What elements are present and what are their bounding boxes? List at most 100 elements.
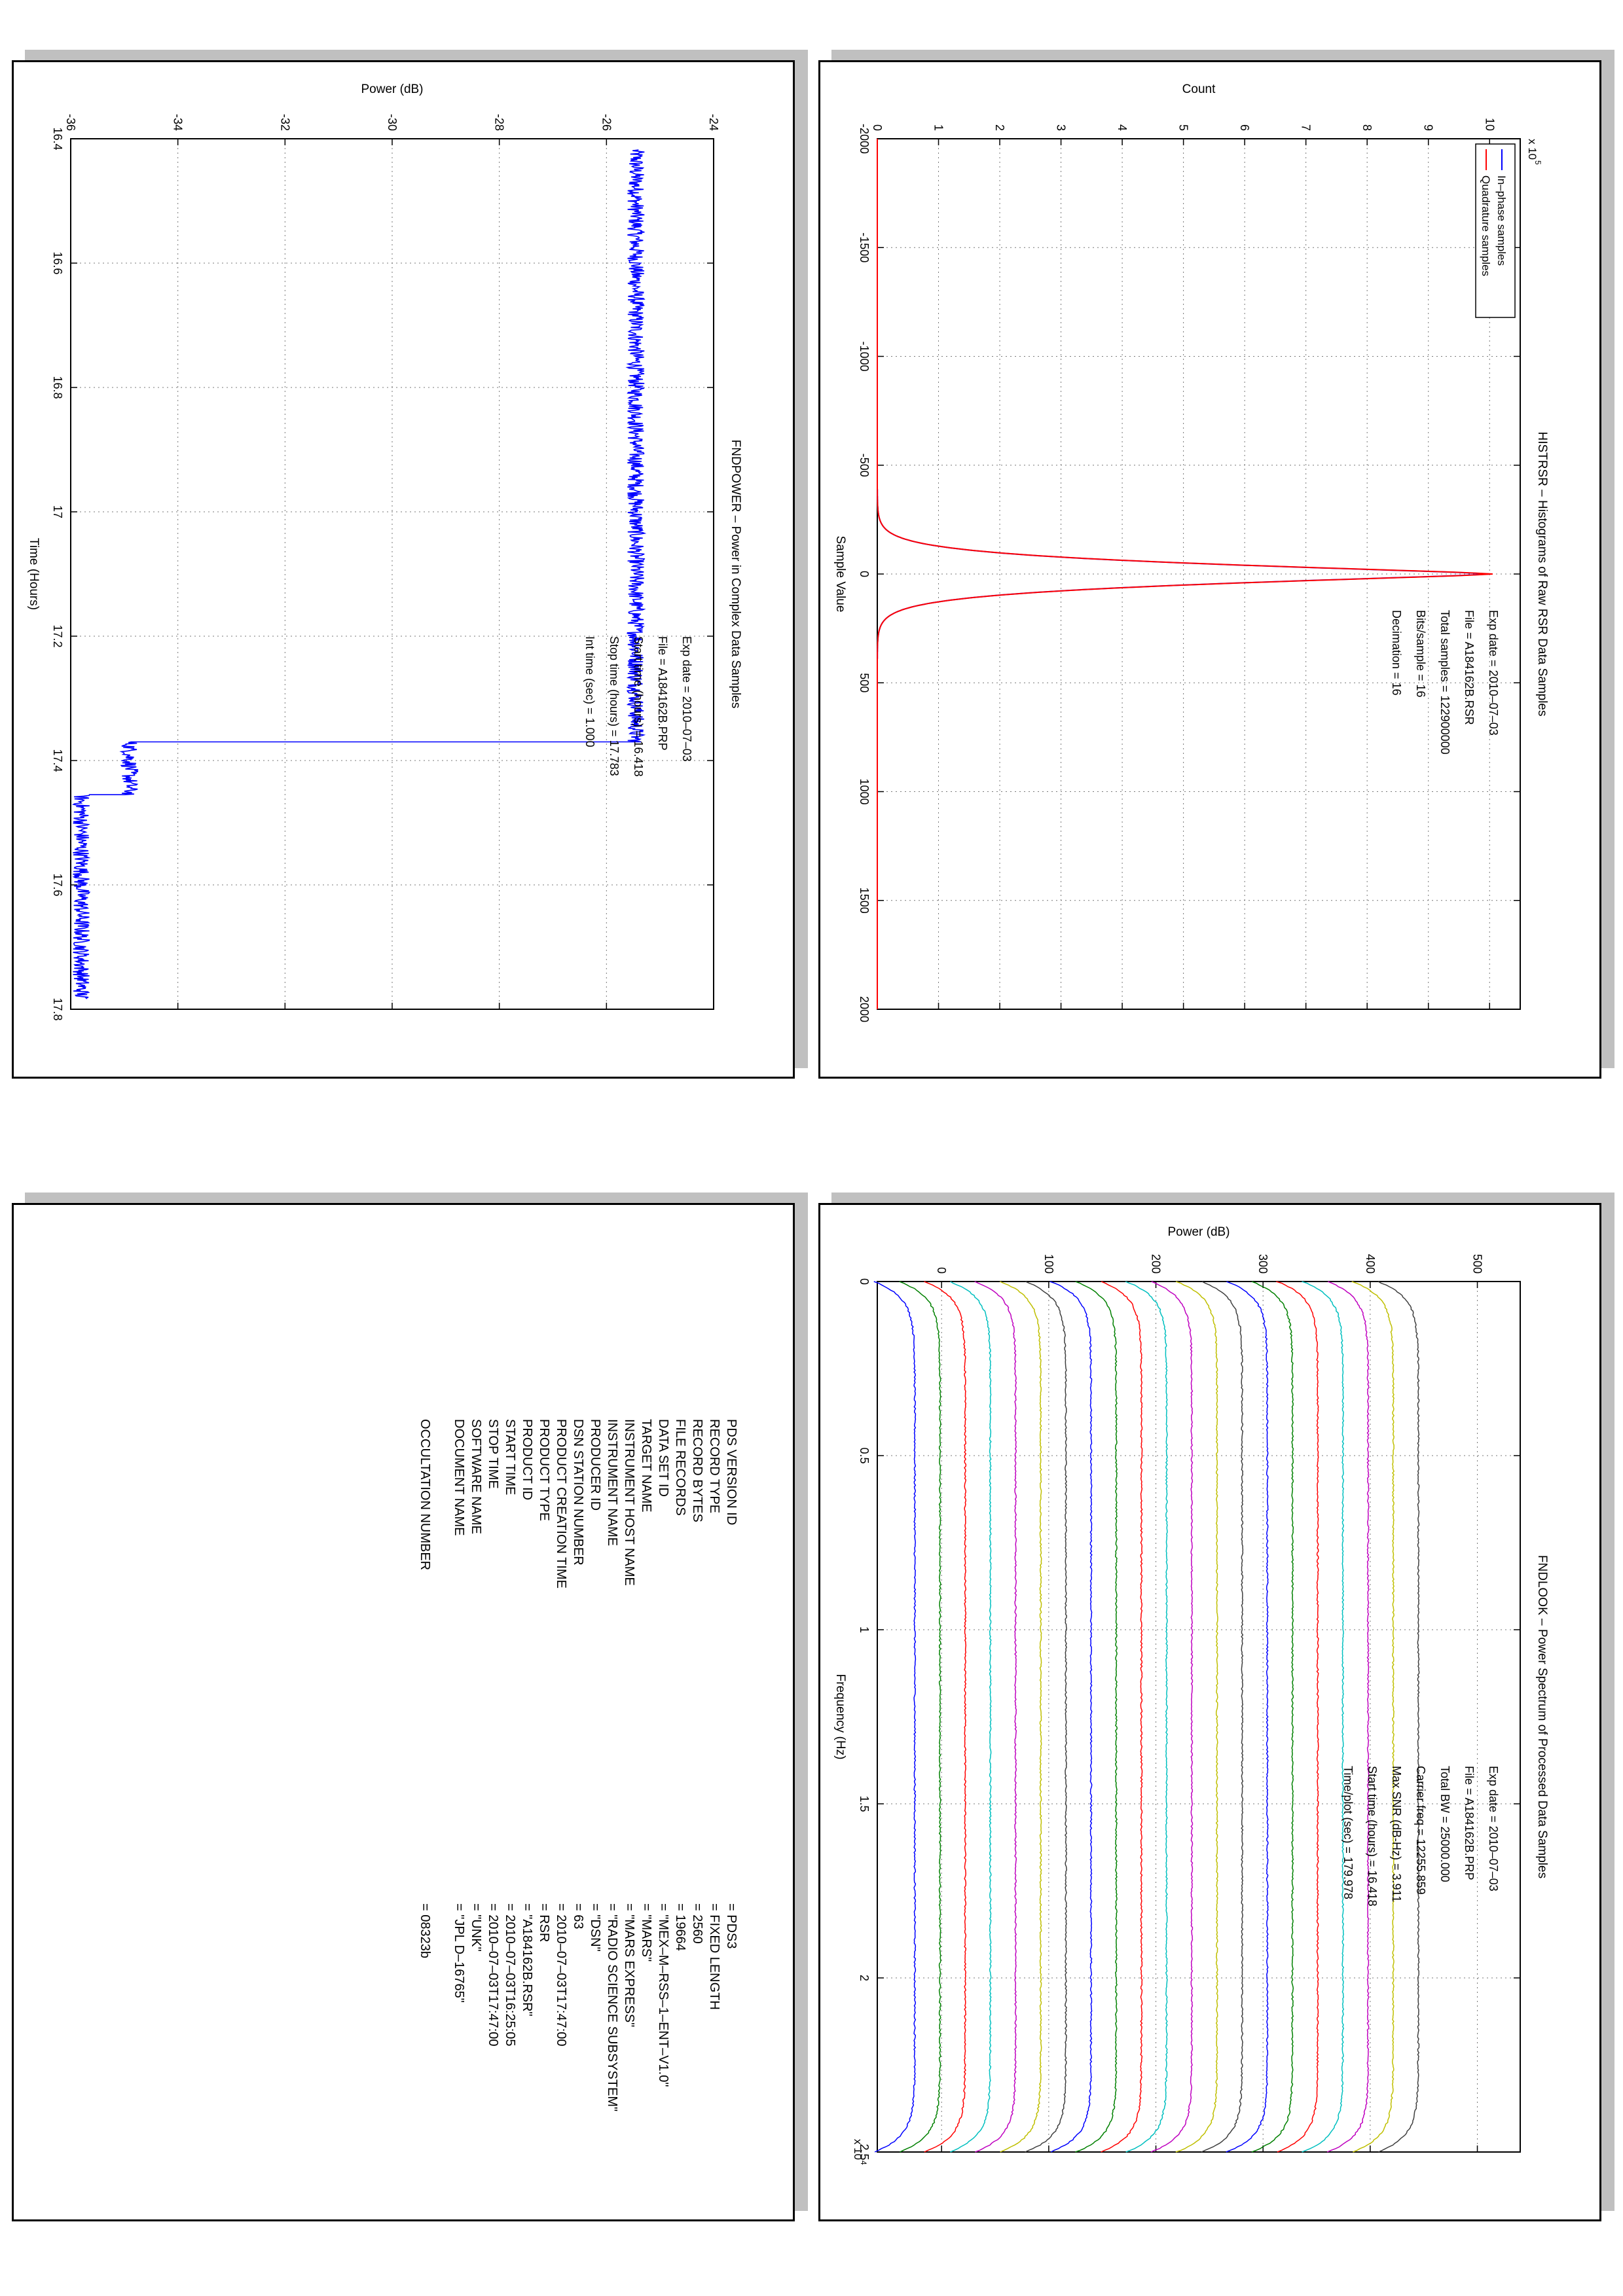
label-row: DOCUMENT NAME = "JPL D–16765" (449, 1419, 466, 2204)
label-row: DATA SET ID = "MEX–M–RSS–1–ENT–V1.0" (653, 1419, 670, 2204)
spectrum-series-17 (1276, 1281, 1319, 2153)
x-tick-label: -2000 (858, 124, 871, 154)
label-value: = RSR (537, 1903, 551, 1943)
histrsr-figure: HISTRSR – Histograms of Raw RSR Data Sam… (818, 60, 1597, 1075)
x-tick-label: 0.5 (858, 1447, 871, 1463)
annotation-line: Stop time (hours) = 17.783 (608, 636, 621, 776)
label-key: DATA SET ID (656, 1419, 670, 1497)
spectrum-series-15 (1226, 1281, 1269, 2153)
y-tick-label: -36 (64, 114, 77, 131)
label-key: DOCUMENT NAME (452, 1419, 466, 1536)
y-tick-label: 3 (1055, 124, 1068, 131)
label-row: STOP TIME = 2010–07–03T17:47:00 (483, 1419, 500, 2204)
y-axis-label: Power (dB) (1167, 1225, 1230, 1239)
label-value: = "MARS" (639, 1903, 653, 1962)
label-key: SOFTWARE NAME (469, 1419, 483, 1534)
annotation-line: Start time (hours) = 16.418 (1366, 1766, 1379, 1907)
y-tick-label: 0 (871, 124, 884, 131)
label-key: FILE RECORDS (673, 1419, 687, 1516)
x-tick-label: 2.5 (858, 2144, 871, 2160)
label-row: TARGET NAME = "MARS" (636, 1419, 653, 2204)
label-row: PRODUCT CREATION TIME = 2010–07–03T17:47:… (551, 1419, 568, 2204)
y-tick-label: 7 (1300, 124, 1313, 131)
label-value: = 2010–07–03T17:47:00 (554, 1903, 568, 2047)
y-tick-label: -30 (386, 114, 399, 131)
x-tick-label: 2000 (858, 996, 871, 1022)
annotation-line: Exp date = 2010–07–03 (1487, 1766, 1500, 1892)
y-tick-label: -24 (707, 114, 720, 131)
label-value: = "MEX–M–RSS–1–ENT–V1.0" (656, 1903, 670, 2087)
label-key: PRODUCT TYPE (537, 1419, 551, 1521)
x-tick-label: 17 (51, 505, 64, 518)
spectrum-series-20 (1351, 1281, 1395, 2153)
label-key: INSTRUMENT HOST NAME (622, 1419, 636, 1586)
label-value: = 2560 (690, 1903, 704, 1944)
legend-label: In–phase samples (1495, 175, 1508, 266)
label-row: INSTRUMENT HOST NAME = "MARS EXPRESS" (619, 1419, 636, 2204)
x-tick-label: 17.6 (51, 873, 64, 896)
annotation-line: File = A184162B.PRP (656, 636, 669, 751)
annotation-line: Bits/sample = 16 (1414, 610, 1427, 698)
annotation-line: Exp date = 2010–07–03 (1487, 610, 1500, 736)
label-panel (12, 1203, 795, 2221)
plot-frame (877, 138, 1521, 1010)
label-key: STOP TIME (486, 1419, 500, 1489)
label-row: FILE RECORDS = 19664 (670, 1419, 687, 2204)
x-tick-label: 0 (858, 1278, 871, 1285)
label-row: PRODUCER ID = "DSN" (585, 1419, 602, 2204)
x-tick-label: 17.2 (51, 624, 64, 647)
spectrum-series-19 (1326, 1281, 1370, 2153)
label-value: = 2010–07–03T17:47:00 (486, 1903, 500, 2047)
spectrum-series-9 (1075, 1281, 1118, 2153)
y-tick-label: 400 (1364, 1254, 1377, 1274)
pds-label-table: PDS VERSION ID = PDS3 RECORD TYPE = FIXED L… (51, 1419, 739, 2204)
spectrum-series-4 (950, 1281, 992, 2153)
y-tick-label: 4 (1116, 124, 1129, 131)
histrsr-panel (818, 60, 1601, 1079)
spectrum-series-16 (1251, 1281, 1294, 2153)
y-tick-label: 300 (1256, 1254, 1269, 1274)
annotation-line: Time/plot (sec) = 179.978 (1341, 1766, 1355, 1899)
x-tick-label: -1500 (858, 232, 871, 262)
y-tick-label: 10 (1483, 118, 1496, 131)
label-row: RECORD TYPE = FIXED LENGTH (704, 1419, 721, 2204)
label-row: DSN STATION NUMBER = 63 (568, 1419, 585, 2204)
histrsr-chart: HISTRSR – Histograms of Raw RSR Data Sam… (833, 82, 1549, 1022)
fndpower-panel (12, 60, 795, 1079)
y-tick-label: 2 (993, 124, 1006, 131)
label-value: = 2010–07–03T16:25:05 (503, 1903, 517, 2047)
label-row (432, 1419, 449, 2204)
spectrum-series-6 (999, 1281, 1042, 2153)
label-key: OCCULTATION NUMBER (418, 1419, 432, 1571)
y-tick-label: 1 (932, 124, 945, 131)
legend-label: Quadrature samples (1480, 175, 1492, 276)
fndlook-figure: FNDLOOK – Power Spectrum of Processed Da… (818, 1203, 1597, 2217)
y-exponent-label: x 10 (1526, 139, 1539, 160)
annotation-line: Total BW = 25000.000 (1438, 1766, 1451, 1882)
y-tick-label: -34 (172, 114, 185, 131)
label-key: TARGET NAME (639, 1419, 653, 1513)
annotation-line: File = A184162B.RSR (1463, 610, 1476, 725)
x-tick-label: 0 (858, 571, 871, 577)
label-key: RECORD TYPE (707, 1419, 721, 1514)
annotation-line: Start time (hours) = 16.418 (632, 636, 645, 777)
label-value: = "MARS EXPRESS" (622, 1903, 636, 2028)
fndpower-chart: FNDPOWER – Power in Complex Data Samples… (27, 82, 742, 1021)
label-row: SOFTWARE NAME = "UNK" (466, 1419, 483, 2204)
label-row: OCCULTATION NUMBER = 08323b (415, 1419, 432, 2204)
x-axis-label: Frequency (Hz) (833, 1674, 847, 1760)
legend-box (1475, 143, 1516, 318)
spectrum-series-21 (1377, 1281, 1420, 2153)
x-axis-label: Time (Hours) (27, 538, 41, 610)
fndpower-figure: FNDPOWER – Power in Complex Data Samples… (12, 60, 791, 1075)
chart-title: FNDPOWER – Power in Complex Data Samples (729, 440, 742, 709)
fndlook-chart: FNDLOOK – Power Spectrum of Processed Da… (833, 1225, 1549, 2165)
y-tick-label: 100 (1042, 1254, 1055, 1274)
y-tick-label: 9 (1422, 124, 1435, 131)
label-key: START TIME (503, 1419, 517, 1496)
histogram-series-quadrature (877, 139, 1493, 1009)
plot-frame (877, 1281, 1521, 2153)
x-axis-label: Sample Value (833, 536, 847, 613)
chart-title: HISTRSR – Histograms of Raw RSR Data Sam… (1535, 431, 1549, 716)
y-tick-label: -32 (278, 114, 291, 131)
